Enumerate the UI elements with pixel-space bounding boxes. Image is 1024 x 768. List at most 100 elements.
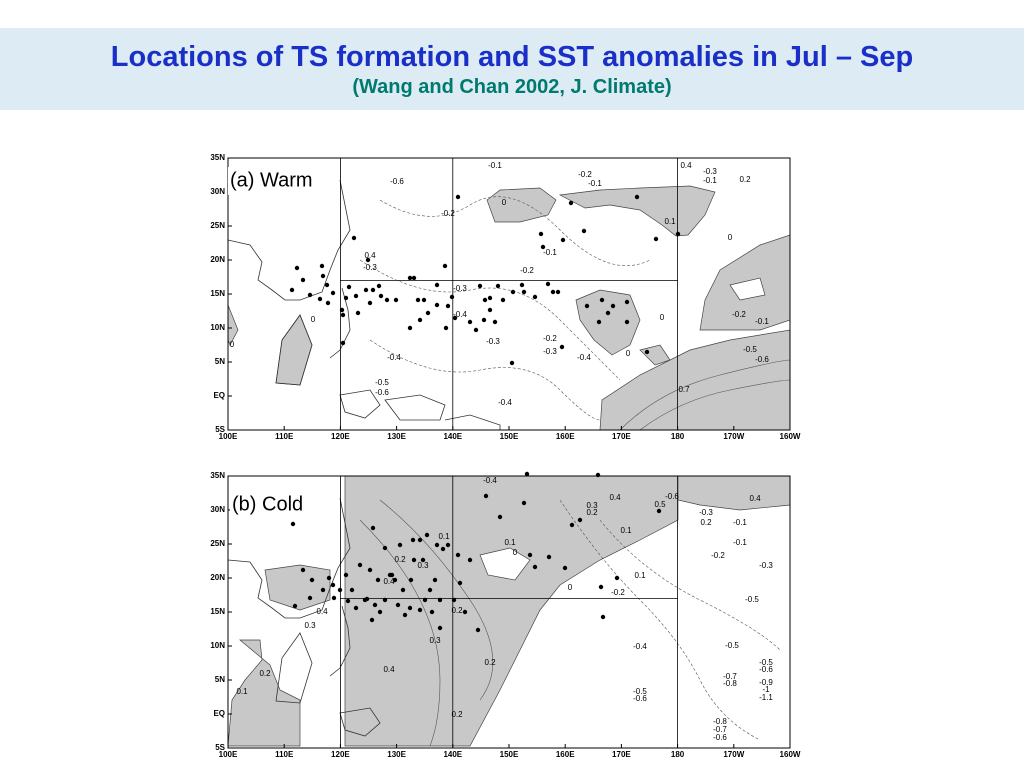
lon-tick-label: 100E [219,750,238,759]
contour-label: -0.4 [633,642,647,651]
ts-location [477,283,483,289]
ts-location [599,297,605,303]
ts-location [445,303,451,309]
contour-label: -0.1 [733,518,747,527]
panel-label: (b) Cold [232,493,303,515]
shape-group [359,359,791,747]
lat-tick-label: 30N [210,187,225,196]
contour-label: 0.2 [484,658,496,667]
ts-location [340,312,346,318]
ts-location [410,537,416,543]
ts-location [596,319,602,325]
contour-label: 0.2 [451,606,463,615]
ts-location [475,627,481,633]
contour-label: 0.4 [680,161,692,170]
ts-location [644,349,650,355]
contour-label: -0.2 [520,266,534,275]
ts-location [487,307,493,313]
contour-label: 0 [311,315,316,324]
ts-location [307,595,313,601]
contour-label: -0.6 [665,492,679,501]
ts-location [330,290,336,296]
contour-label: -0.3 [703,167,717,176]
ts-location [294,265,300,271]
ts-location [320,273,326,279]
lat-tick-label: 25N [210,539,225,548]
ts-location [324,282,330,288]
contour-label: -0.1 [543,248,557,257]
ts-location [487,295,493,301]
lon-tick-label: 170W [723,750,744,759]
ts-location [569,522,575,528]
contour-label: 0.2 [259,669,271,678]
contour-label: -0.5 [375,378,389,387]
ts-location [455,552,461,558]
ts-location [452,315,458,321]
map-shape [479,547,531,581]
ts-location [290,521,296,527]
ts-location [384,297,390,303]
ts-location [595,472,601,478]
ts-location [545,281,551,287]
ts-location [365,257,371,263]
lat-tick-label: 5N [215,675,225,684]
lon-tick-label: 130E [387,750,406,759]
contour-label: 0.4 [609,493,621,502]
lon-tick-label: 160E [556,432,575,441]
title: Locations of TS formation and SST anomal… [110,41,914,73]
ts-location [451,597,457,603]
ts-location [372,602,378,608]
contour-label: 0 [502,198,507,207]
ts-location [330,582,336,588]
lon-tick-label: 120E [331,432,350,441]
ts-location [307,292,313,298]
contour-label: -0.2 [711,551,725,560]
contour-label: -0.6 [755,355,769,364]
contour-label: 0.1 [620,526,632,535]
shape-group [227,185,791,431]
contour-label: -0.1 [703,176,717,185]
ts-location [370,287,376,293]
contour-label: 0.4 [383,665,395,674]
map-shape [227,497,351,619]
contour-label: 0 [568,583,573,592]
ts-location [524,471,530,477]
ts-location [420,557,426,563]
contour-label: 0.2 [739,175,751,184]
lat-tick-label: 5S [215,743,225,752]
ts-location [407,275,413,281]
contour-label: -0.5 [743,345,757,354]
ts-location [331,595,337,601]
ts-location [437,597,443,603]
ts-location [411,275,417,281]
ts-location [581,228,587,234]
ts-location [560,237,566,243]
ts-location [355,310,361,316]
ts-location [421,297,427,303]
panel-label: (a) Warm [230,169,313,191]
ts-location [432,577,438,583]
contour-label: -0.4 [387,353,401,362]
contour-label: 0 [626,349,631,358]
contour-label: 0.3 [417,561,429,570]
map-shape [329,605,351,677]
map-shape [575,289,641,356]
ts-location [345,598,351,604]
contour-label: -0.8 [713,717,727,726]
ts-location [411,557,417,563]
ts-location [555,289,561,295]
ts-location [495,283,501,289]
ts-location [675,231,681,237]
lat-tick-label: 5S [215,425,225,434]
contour-label: -0.8 [723,679,737,688]
ts-location [375,577,381,583]
ts-location [462,609,468,615]
lon-tick-label: 170E [612,432,631,441]
lon-tick-label: 160E [556,750,575,759]
shape-group [227,475,791,747]
map-shape [264,564,331,611]
contour-label: -0.6 [759,665,773,674]
contour-label: -0.3 [363,263,377,272]
